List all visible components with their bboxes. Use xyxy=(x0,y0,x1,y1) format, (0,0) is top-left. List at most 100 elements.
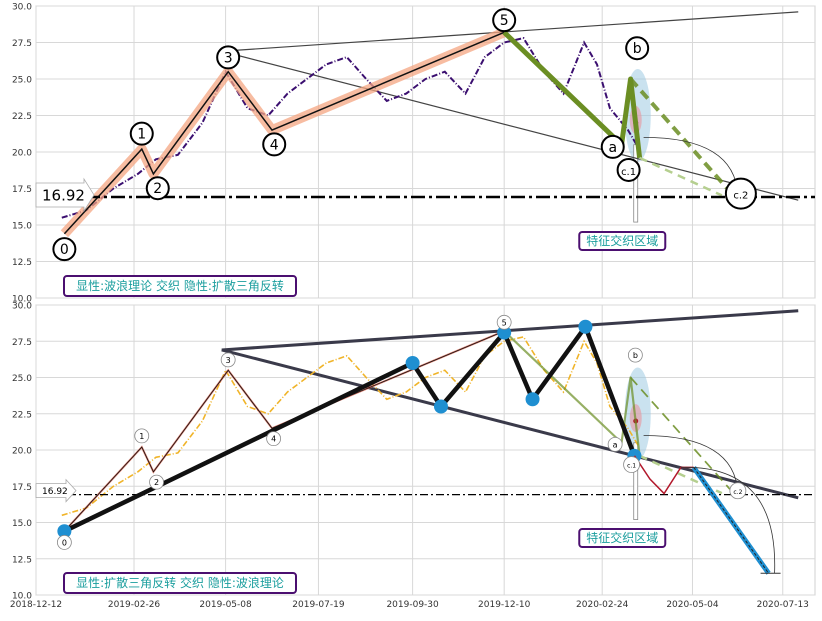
y-tick-label: 10.0 xyxy=(12,592,32,602)
wave-c-projection-2 xyxy=(639,156,723,197)
y-tick-label: 22.5 xyxy=(12,410,32,420)
wave-label-circle xyxy=(220,352,236,368)
wave-correction-line xyxy=(502,30,643,159)
wave-label-text: c.2 xyxy=(733,191,748,202)
wave-label-circle xyxy=(729,482,747,500)
x-tick-label: 2019-09-30 xyxy=(386,600,439,610)
y-tick-label: 10.0 xyxy=(12,295,32,305)
y-tick-label: 25.0 xyxy=(12,76,32,86)
projection-arc xyxy=(680,466,776,574)
panel-bottom: 10.0 12.5 15.0 17.5 20.0 22.5 25.0 27.5 30.0 2018… xyxy=(10,302,816,610)
wave-label-text: 4 xyxy=(271,435,276,444)
y-tick-label: 12.5 xyxy=(12,555,32,565)
wave-label-text: 5 xyxy=(502,318,507,327)
annotation-box xyxy=(63,572,297,594)
x-tick-label: 2020-02-24 xyxy=(576,600,629,610)
wave-label-text: 2 xyxy=(153,181,162,197)
y-tick-label: 27.5 xyxy=(12,39,32,49)
wave-label-text: c.1 xyxy=(621,167,636,178)
wave-label-circle xyxy=(607,436,623,452)
wave-label-text: 0 xyxy=(60,242,69,258)
wave-correction-line xyxy=(503,330,641,456)
pivot-point xyxy=(525,392,540,407)
y-tick-label: 17.5 xyxy=(12,483,32,493)
support-value-label: 16.92 xyxy=(42,487,68,497)
y-tick-label: 30.0 xyxy=(12,302,32,312)
wave-label-text: c.2 xyxy=(733,489,742,496)
wave-label-circle xyxy=(627,347,643,363)
annotation-text: 显性:扩散三角反转 交织 隐性:波浪理论 xyxy=(76,575,284,590)
zone-label-text: 特征交织区域 xyxy=(586,233,658,248)
projection-target-dash xyxy=(693,467,769,574)
pivot-point xyxy=(578,319,593,334)
x-tick-label: 2019-07-19 xyxy=(292,600,345,610)
wave-label-circle xyxy=(145,176,170,201)
pivot-point xyxy=(57,524,72,539)
x-tick-label: 2018-12-12 xyxy=(10,600,62,610)
support-arrow-box xyxy=(35,177,95,213)
x-tick-label: 2019-05-08 xyxy=(199,600,252,610)
wave-label-circle xyxy=(52,237,77,262)
panel-top: 10.0 12.5 15.0 17.5 20.0 22.5 25.0 27.5 30.0 16.9… xyxy=(12,3,816,305)
annotation-box xyxy=(63,275,297,297)
wave-label-text: 1 xyxy=(139,432,144,441)
y-tick-label: 20.0 xyxy=(12,447,32,457)
triangle-upper-line xyxy=(221,11,799,52)
support-value-label: 16.92 xyxy=(42,186,85,204)
x-tick-label: 2020-05-04 xyxy=(666,600,719,610)
pivot-point xyxy=(497,325,512,340)
zone-label-box xyxy=(578,231,667,251)
y-tick-label: 15.0 xyxy=(12,519,32,529)
y-tick-label: 17.5 xyxy=(12,185,32,195)
triangle-lower-line xyxy=(221,348,799,500)
wave-label-circle xyxy=(149,474,164,490)
y-tick-label: 25.0 xyxy=(12,374,32,384)
wave-c-projection-1 xyxy=(629,77,732,193)
wave-label-text: b xyxy=(633,41,642,57)
zone-label-box xyxy=(578,528,667,548)
wave-label-circle xyxy=(129,121,154,146)
y-tick-label: 15.0 xyxy=(12,222,32,232)
wave-label-text: 5 xyxy=(500,13,509,29)
wave-label-circle xyxy=(266,431,282,447)
zone-label-text: 特征交织区域 xyxy=(586,530,658,545)
wave-label-text: 3 xyxy=(224,50,233,66)
wave-label-circle xyxy=(724,177,757,210)
wave-label-text: b xyxy=(633,351,638,360)
wave-label-text: c.1 xyxy=(627,463,636,470)
wave-label-circle xyxy=(600,134,625,159)
support-arrow-box xyxy=(35,478,77,503)
wave-impulse-line xyxy=(63,31,505,235)
wave-label-circle xyxy=(625,36,650,61)
y-tick-label: 27.5 xyxy=(12,338,32,348)
y-tick-label: 12.5 xyxy=(12,258,32,268)
wave-label-text: a xyxy=(608,140,617,156)
wave-arc xyxy=(643,435,739,494)
wave-label-circle xyxy=(56,535,72,550)
x-tick-label: 2020-07-13 xyxy=(757,600,809,610)
y-tick-label: 30.0 xyxy=(12,3,32,13)
wave-label-circle xyxy=(616,157,641,182)
y-tick-label: 20.0 xyxy=(12,149,32,159)
wave-label-circle xyxy=(262,132,287,157)
wave-label-text: 2 xyxy=(154,478,159,487)
wave-label-circle xyxy=(496,314,512,330)
wave-label-text: a xyxy=(613,440,618,449)
wave-label-circle xyxy=(134,428,150,444)
wave-label-text: 3 xyxy=(226,356,231,365)
triangle-lower-line xyxy=(221,50,799,201)
x-tick-label: 2019-02-26 xyxy=(108,600,161,610)
wave-label-text: 1 xyxy=(137,127,146,143)
wave-label-text: 0 xyxy=(62,538,67,547)
pivot-point xyxy=(405,356,420,370)
price-series-line xyxy=(61,335,639,517)
x-tick-label: 2019-12-10 xyxy=(478,600,531,610)
y-tick-label: 22.5 xyxy=(12,112,32,122)
wave-label-circle xyxy=(216,45,241,70)
wave-c-projection-1 xyxy=(629,376,731,490)
wave-label-circle xyxy=(623,456,640,474)
wave-label-text: 4 xyxy=(270,137,279,153)
annotation-text: 显性:波浪理论 交织 隐性:扩散三角反转 xyxy=(76,278,284,293)
